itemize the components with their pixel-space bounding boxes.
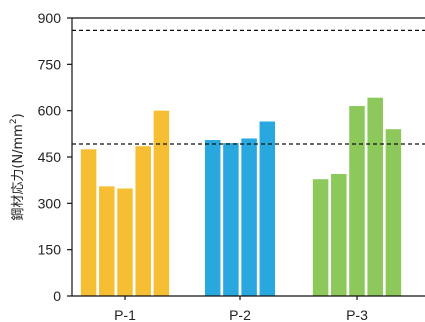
- y-tick-label-600: 600: [38, 103, 62, 119]
- bar-p-3-2: [331, 173, 347, 296]
- bar-p-1-4: [135, 146, 151, 296]
- bar-p-1-1: [80, 149, 97, 296]
- bar-p-3-3: [349, 106, 365, 296]
- reference-lines-layer: [72, 29, 425, 145]
- x-category-label-p-1: P-1: [114, 307, 136, 322]
- y-tick-label-900: 900: [38, 10, 62, 26]
- y-tick-label-300: 300: [38, 195, 62, 211]
- bar-p-1-2: [99, 186, 115, 296]
- x-category-labels-layer: P-1 P-2 P-3: [114, 296, 368, 322]
- y-axis-label-main: 鋼材応力(N/mm: [11, 124, 26, 221]
- y-axis-label-close: ): [11, 113, 26, 118]
- bar-p-3-4: [367, 97, 383, 296]
- bar-p-2-3: [241, 138, 257, 296]
- y-tick-label-450: 450: [38, 149, 62, 165]
- y-tick-label-0: 0: [53, 288, 61, 304]
- bar-p-1-3: [117, 188, 133, 296]
- bar-p-2-2: [223, 143, 239, 296]
- bar-p-3-5: [385, 129, 402, 296]
- y-axis-label: 鋼材応力(N/mm2): [9, 113, 26, 220]
- bars-layer: [80, 97, 402, 296]
- bar-p-3-1: [312, 179, 329, 296]
- y-tick-label-750: 750: [38, 56, 62, 72]
- bar-p-2-1: [204, 140, 221, 296]
- y-ticks-layer: 0 150 300 450 600 750 900: [38, 10, 72, 304]
- bar-p-1-5: [153, 110, 170, 296]
- x-category-label-p-3: P-3: [346, 307, 368, 322]
- y-axis-label-superscript: 2: [9, 118, 19, 124]
- y-tick-label-150: 150: [38, 242, 62, 258]
- svg-text:鋼材応力(N/mm2): 鋼材応力(N/mm2): [9, 113, 26, 220]
- bar-p-2-4: [259, 121, 276, 296]
- x-category-label-p-2: P-2: [229, 307, 251, 322]
